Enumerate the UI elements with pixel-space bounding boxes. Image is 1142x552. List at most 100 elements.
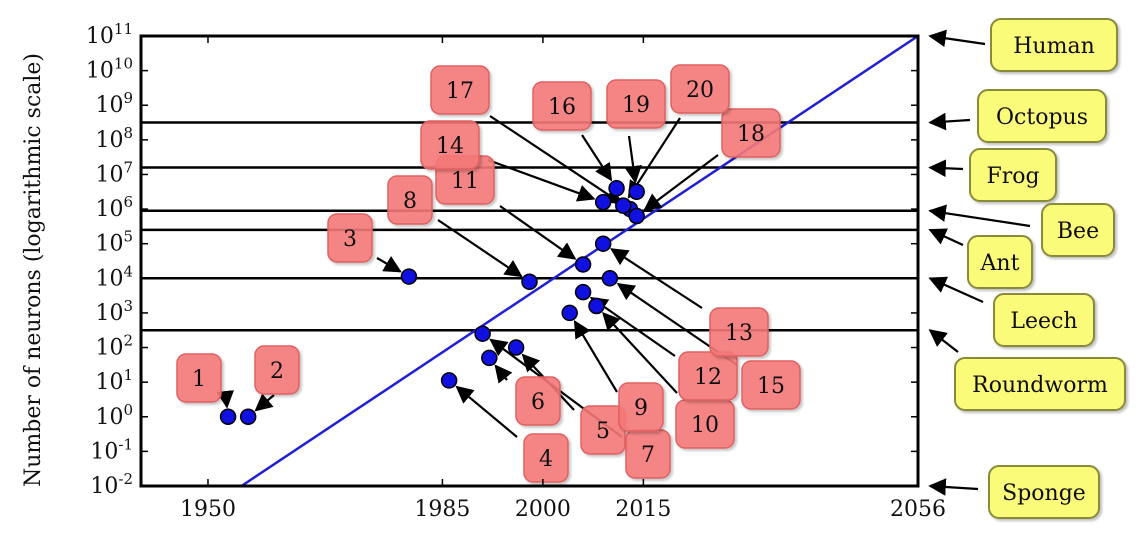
data-point-9 (561, 304, 578, 322)
organism-label-ant: Ant (980, 251, 1020, 276)
label-text-4: 4 (539, 447, 553, 472)
organism-arrow-human (928, 29, 986, 47)
organism-label-roundworm: Roundworm (972, 373, 1108, 398)
y-tick-label: 101 (95, 366, 133, 395)
label-box-19: 19 (606, 79, 666, 129)
label-box-10: 10 (675, 399, 735, 449)
label-text-9: 9 (634, 396, 648, 421)
arrow-4 (455, 385, 518, 438)
label-box-bg-8 (387, 175, 433, 225)
arrow-13 (610, 248, 703, 309)
label-box-bg-16 (532, 81, 592, 131)
label-box-16: 16 (532, 81, 592, 131)
label-box-3: 3 (327, 213, 373, 263)
label-box-7: 7 (625, 429, 671, 479)
x-tick-label: 1985 (414, 497, 470, 522)
label-box-bg-12 (678, 351, 738, 401)
label-box-2: 2 (254, 345, 300, 395)
label-text-18: 18 (737, 122, 765, 147)
y-tick-label: 102 (95, 332, 133, 361)
arrow-9 (573, 319, 618, 393)
organism-box-ant: Ant (967, 235, 1033, 289)
label-text-8: 8 (403, 189, 417, 214)
label-box-8: 8 (387, 175, 433, 225)
label-text-19: 19 (622, 93, 650, 118)
organism-box-bg-octopus (977, 89, 1107, 143)
data-point-14 (594, 193, 612, 211)
label-text-11: 11 (451, 169, 479, 194)
organism-labels: Human Octopus Frog Bee Ant Leech Roundworm Spon… (954, 18, 1126, 519)
label-box-bg-13 (709, 307, 769, 357)
label-text-6: 6 (531, 390, 545, 415)
data-point-7 (474, 325, 491, 342)
organism-label-sponge: Sponge (1002, 481, 1086, 506)
organism-label-human: Human (1013, 34, 1095, 59)
organism-box-bg-ant (967, 235, 1033, 289)
label-text-16: 16 (548, 95, 576, 120)
organism-box-bg-frog (969, 148, 1057, 202)
data-point-8 (521, 273, 538, 291)
organism-label-frog: Frog (986, 164, 1039, 189)
label-box-bg-4 (523, 433, 569, 483)
label-box-bg-14 (420, 120, 480, 170)
organism-label-leech: Leech (1010, 309, 1077, 334)
data-point-6 (481, 349, 498, 367)
label-text-15: 15 (757, 374, 785, 399)
organism-box-sponge: Sponge (988, 465, 1100, 519)
label-box-13: 13 (709, 307, 769, 357)
y-tick-label: 109 (95, 89, 133, 118)
arrow-17 (489, 115, 624, 205)
label-box-5: 5 (580, 405, 626, 455)
label-box-bg-9 (618, 382, 664, 432)
label-box-bg-3 (327, 213, 373, 263)
label-text-12: 12 (694, 365, 722, 390)
data-point-10 (588, 297, 605, 315)
label-text-5: 5 (596, 419, 610, 444)
plot-frame (139, 34, 920, 488)
organism-box-bg-human (990, 18, 1118, 72)
label-text-2: 2 (270, 359, 284, 384)
y-axis-label: Number of neurons (logarithmic scale) (21, 53, 46, 487)
label-box-bg-15 (741, 360, 801, 410)
label-text-3: 3 (343, 227, 357, 252)
label-box-1: 1 (176, 353, 222, 403)
arrow-18 (643, 154, 719, 212)
y-tick-label: 107 (95, 158, 133, 187)
y-tick-label: 103 (95, 297, 133, 326)
label-text-17: 17 (446, 79, 474, 104)
data-point-18 (628, 207, 645, 225)
arrow-1 (216, 390, 234, 409)
label-box-bg-18 (721, 108, 781, 158)
x-tick-label: 2056 (890, 497, 946, 522)
organism-label-bee: Bee (1057, 219, 1099, 244)
data-point-5 (507, 339, 525, 356)
label-text-10: 10 (691, 413, 719, 438)
organism-arrow-bee (928, 204, 1031, 228)
y-tick-label: 1010 (86, 55, 133, 84)
data-point-19 (628, 183, 645, 201)
label-box-bg-20 (670, 64, 730, 114)
x-tick-label: 2000 (515, 497, 571, 522)
organism-box-roundworm: Roundworm (954, 357, 1126, 411)
organism-arrow-frog (928, 159, 964, 178)
label-text-14: 14 (436, 134, 464, 159)
data-point-16 (608, 180, 625, 197)
arrow-8 (437, 219, 523, 278)
data-point-11 (574, 256, 592, 273)
arrow-19 (624, 135, 642, 184)
arrow-10 (602, 312, 678, 394)
label-text-7: 7 (641, 443, 655, 468)
arrow-11 (499, 205, 577, 260)
data-point-12 (574, 283, 592, 301)
y-tick-label: 108 (95, 124, 133, 153)
label-box-bg-17 (430, 65, 490, 115)
organism-box-bg-roundworm (954, 357, 1126, 411)
organism-box-bg-sponge (988, 465, 1100, 519)
label-box-12: 12 (678, 351, 738, 401)
arrow-12 (589, 296, 676, 357)
organism-box-bee: Bee (1041, 203, 1115, 257)
y-tick-label: 1011 (86, 20, 133, 49)
organism-arrow-octopus (928, 112, 971, 131)
label-text-13: 13 (725, 321, 753, 346)
label-box-18: 18 (721, 108, 781, 158)
